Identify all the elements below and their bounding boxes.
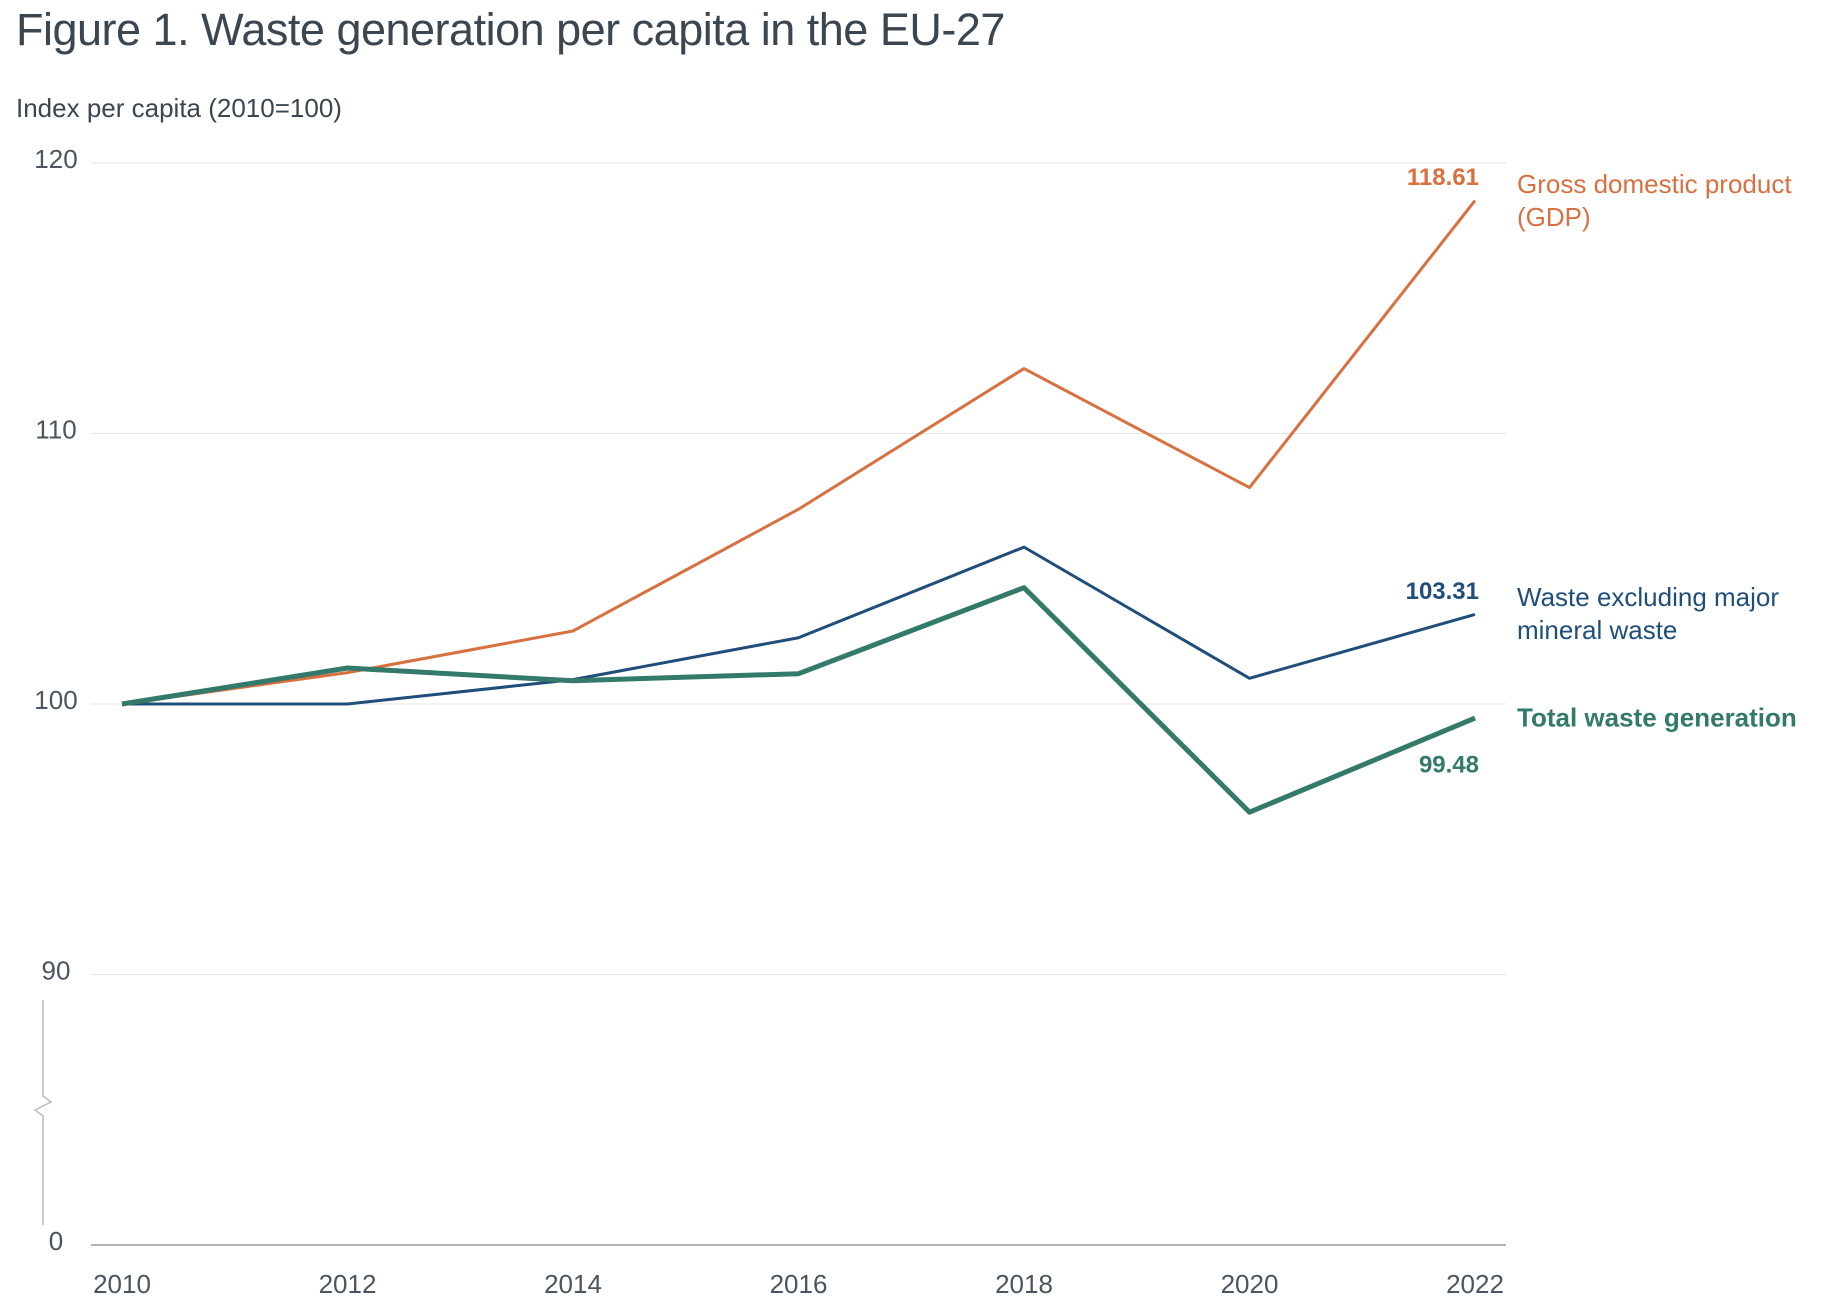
legend-label: Total waste generation: [1517, 702, 1797, 733]
y-tick-label: 110: [35, 414, 76, 444]
chart-subtitle: Index per capita (2010=100): [16, 93, 342, 123]
y-tick-label: 0: [49, 1226, 63, 1256]
y-tick-label: 120: [34, 144, 77, 174]
series-line: [121, 199, 1477, 706]
legend-label: Waste excluding major mineral waste: [1517, 582, 1780, 646]
series-line: [121, 585, 1476, 815]
value-label: 99.48: [1419, 751, 1479, 778]
x-tick-label: 2012: [319, 1269, 377, 1299]
y-tick-label: 90: [42, 955, 71, 985]
x-tick-label: 2016: [770, 1269, 828, 1299]
x-tick-label: 2010: [93, 1269, 151, 1299]
x-tick-label: 2014: [544, 1269, 602, 1299]
x-tick-label: 2020: [1221, 1269, 1279, 1299]
axis-break: [33, 1000, 53, 1225]
value-label: 103.31: [1406, 578, 1479, 605]
series-line: [122, 545, 1476, 706]
x-tick-label: 2022: [1446, 1269, 1504, 1299]
chart-title: Figure 1. Waste generation per capita in…: [16, 4, 1005, 55]
y-tick-label: 100: [34, 685, 77, 715]
x-tick-label: 2018: [995, 1269, 1053, 1299]
legend-label: Gross domestic product (GDP): [1517, 168, 1792, 232]
value-label: 118.61: [1407, 164, 1479, 191]
